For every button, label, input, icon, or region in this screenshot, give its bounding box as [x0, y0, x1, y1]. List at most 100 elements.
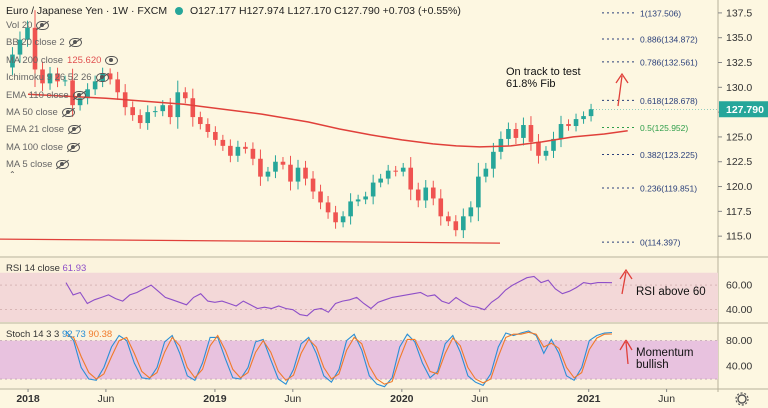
stoch-k-value: 92.73 — [62, 329, 86, 340]
candle-body — [55, 73, 60, 82]
legend-item-label: BB 20 close 2 — [6, 37, 65, 49]
legend-item[interactable]: Ichimoku 9 26 52 26 — [6, 72, 109, 83]
candle-body — [190, 98, 196, 118]
price-annotation-text: 61.8% Fib — [506, 78, 556, 90]
candle-body — [295, 167, 301, 182]
legend-item-label: Ichimoku 9 26 52 26 — [6, 72, 92, 84]
interval-label[interactable]: 1W — [112, 5, 129, 17]
candle-body — [310, 178, 316, 192]
price-arrow — [615, 72, 629, 107]
price-tick-label: 135.0 — [726, 32, 752, 44]
legend-item[interactable]: MA 50 close — [6, 107, 75, 118]
eye-crossed-icon[interactable] — [36, 21, 50, 30]
candle-body — [438, 198, 444, 217]
candle-body — [47, 73, 53, 84]
eye-crossed-icon[interactable] — [56, 160, 70, 170]
candle-body — [137, 115, 143, 124]
legend-item[interactable]: EMA 110 close — [6, 90, 86, 101]
symbol-title[interactable]: Euro / Japanese Yen — [6, 5, 103, 17]
eye-crossed-icon[interactable] — [67, 142, 81, 152]
candle-body — [378, 178, 383, 183]
candle-body — [348, 201, 353, 217]
time-tick-label: Jun — [97, 393, 114, 405]
candle-body — [423, 187, 429, 201]
stoch-legend: Stoch 14 3 3 92.73 90.38 — [6, 329, 112, 340]
candle-body — [521, 125, 526, 138]
stoch-tick-label: 40.00 — [726, 361, 752, 373]
candle-body — [528, 125, 534, 142]
eye-crossed-icon[interactable] — [68, 38, 82, 48]
settings-gear-icon[interactable] — [735, 392, 749, 406]
candle-body — [558, 124, 564, 139]
candle-body — [385, 170, 391, 179]
candle-body — [205, 124, 211, 132]
candle-body — [175, 92, 181, 118]
candle-body — [491, 151, 496, 169]
fib-level-label: 0.886(134.872) — [640, 34, 698, 44]
stoch-band — [0, 340, 718, 380]
candle-body — [303, 167, 308, 179]
candle-body — [258, 158, 263, 177]
eye-crossed-icon[interactable] — [72, 90, 86, 100]
candle-body — [506, 128, 511, 139]
rsi-arrow — [619, 268, 633, 295]
candle-body — [107, 73, 113, 80]
eye-crossed-icon[interactable] — [95, 73, 109, 83]
eye-crossed-icon[interactable] — [68, 125, 82, 135]
candle-body — [228, 145, 233, 156]
time-tick-label: 2021 — [577, 393, 601, 405]
rsi-value: 61.93 — [62, 263, 87, 274]
legend-item[interactable]: BB 20 close 2 — [6, 37, 82, 48]
legend-item[interactable]: MA 200 close 125.620 — [6, 55, 119, 66]
candle-body — [588, 109, 594, 117]
fib-level-label: 0(114.397) — [640, 238, 681, 248]
candle-body — [551, 138, 556, 151]
candle-body — [10, 54, 15, 68]
eye-crossed-icon[interactable] — [61, 108, 75, 117]
ma200-line — [27, 93, 628, 148]
candle-body — [581, 116, 586, 120]
legend-item[interactable]: Vol 20 — [6, 20, 50, 31]
candle-body — [17, 39, 23, 55]
last-price-value: 127.790 — [726, 104, 764, 116]
legend-item[interactable]: MA 100 close — [6, 142, 81, 153]
price-tick-label: 120.0 — [726, 181, 752, 193]
candle-body — [333, 212, 338, 223]
candle-body — [92, 81, 98, 90]
stoch-annotation-text: Momentum — [636, 347, 694, 359]
time-tick-label: 2020 — [390, 393, 414, 405]
candle-body — [145, 112, 151, 124]
candle-body — [393, 170, 398, 172]
price-tick-label: 115.0 — [726, 231, 752, 243]
legend-item[interactable]: MA 5 close — [6, 159, 70, 171]
candle-body — [566, 124, 571, 127]
candle-body — [77, 98, 83, 106]
time-tick-label: 2019 — [203, 393, 227, 405]
candle-body — [243, 146, 248, 149]
market-status-icon — [175, 7, 184, 15]
candle-body — [220, 139, 226, 146]
candle-body — [273, 161, 278, 172]
collapse-legend-icon[interactable]: ⌃ — [9, 170, 16, 179]
candle-body — [25, 27, 30, 40]
rsi-band — [0, 272, 718, 322]
time-tick-label: Jun — [658, 393, 675, 405]
eye-icon[interactable] — [105, 55, 119, 65]
legend-item-label: EMA 110 close — [6, 89, 69, 101]
fib-level-label: 0.618(128.678) — [640, 96, 698, 106]
price-tick-label: 132.5 — [726, 57, 752, 69]
gear-ring — [737, 394, 747, 404]
candle-body — [340, 216, 346, 223]
candle-body — [213, 131, 218, 140]
candle-body — [453, 221, 459, 231]
candle-body — [513, 128, 519, 138]
stoch-d-value: 90.38 — [88, 329, 113, 340]
legend-item[interactable]: EMA 21 close — [6, 124, 82, 135]
legend-item-label: MA 5 close — [6, 159, 53, 171]
time-tick-label: Jun — [471, 393, 488, 405]
price-tick-label: 117.5 — [726, 206, 752, 218]
candle-body — [167, 105, 173, 118]
candle-body — [573, 119, 579, 127]
